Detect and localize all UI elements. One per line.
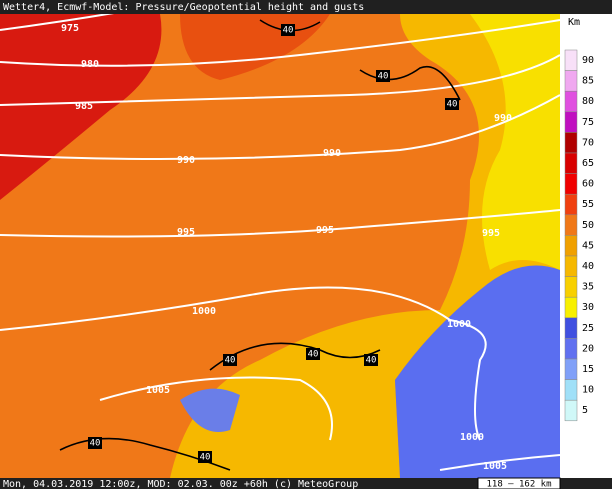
isobar-label: 995	[316, 225, 334, 236]
isobar-label: 1000	[192, 306, 216, 317]
gust-zone-high	[0, 14, 162, 200]
legend-swatch	[564, 132, 578, 154]
isobar	[0, 286, 487, 441]
legend-swatch	[564, 193, 578, 216]
contour-label: 40	[90, 439, 101, 449]
isobar-label: 975	[61, 23, 79, 34]
legend-swatch	[564, 70, 578, 92]
isobar-label: 990	[177, 155, 195, 166]
legend-swatch	[564, 111, 578, 133]
legend-label: 60	[582, 179, 594, 190]
legend-label: 85	[582, 76, 594, 87]
isobar-label: 1000	[447, 319, 471, 330]
legend-swatch	[564, 235, 578, 257]
legend-label: 75	[582, 117, 594, 128]
legend-swatch	[564, 338, 578, 360]
header-bar	[0, 0, 612, 14]
legend-label: 65	[582, 158, 594, 169]
isobar-label: 1005	[483, 461, 507, 472]
legend-unit: Km	[568, 17, 580, 28]
isobar-label: 980	[81, 59, 99, 70]
gust-zone-medium	[170, 14, 560, 478]
legend-swatch	[564, 90, 578, 113]
legend-swatch	[564, 152, 578, 174]
contour-label: 40	[308, 350, 319, 360]
contour-label: 40	[366, 356, 377, 366]
legend-label: 5	[582, 405, 588, 416]
isobar	[439, 454, 561, 471]
legend-label: 45	[582, 240, 594, 251]
legend-label: 90	[582, 55, 594, 66]
isobar	[0, 94, 561, 160]
legend-swatch	[564, 379, 578, 401]
scale-box	[477, 477, 561, 489]
isobar-label: 990	[494, 113, 512, 124]
gust-zone-low	[470, 14, 560, 270]
footer-text: Mon, 04.03.2019 12:00z, MOD: 02.03. 00z …	[3, 479, 358, 489]
legend-swatch	[564, 255, 578, 277]
contour-label-bg	[364, 354, 378, 366]
contour-label: 40	[200, 453, 211, 463]
legend-swatch	[564, 276, 578, 298]
isobar	[0, 19, 561, 67]
isobar-label: 1005	[146, 385, 170, 396]
legend-label: 55	[582, 199, 594, 210]
legend-swatch	[564, 214, 578, 236]
isobar-label: 1000	[460, 432, 484, 443]
legend-label: 10	[582, 385, 594, 396]
legend-label: 25	[582, 323, 594, 334]
isobar-label: 995	[482, 228, 500, 239]
isobar-label: 990	[323, 148, 341, 159]
legend-label: 30	[582, 302, 594, 313]
isobar	[0, 11, 121, 31]
contour-label: 40	[283, 26, 294, 36]
isobar	[0, 209, 561, 238]
contour-label: 40	[378, 72, 389, 82]
contour-label: 40	[447, 100, 458, 110]
legend-label: 40	[582, 261, 594, 272]
gust-zone-calm	[180, 388, 240, 432]
contour-label-bg	[281, 24, 295, 36]
legend-swatch	[564, 317, 578, 339]
contour-label-bg	[445, 98, 459, 110]
isobar-label: 995	[177, 227, 195, 238]
isobar-label: 985	[75, 101, 93, 112]
contour-label-bg	[88, 437, 102, 449]
legend-swatch	[564, 399, 578, 422]
isobar	[0, 54, 561, 106]
contour-label-bg	[306, 348, 320, 360]
legend-swatch	[564, 173, 578, 195]
isobar	[99, 376, 333, 441]
contour-label: 40	[225, 356, 236, 366]
legend-label: 20	[582, 343, 594, 354]
header-title: Wetter4, Ecmwf-Model: Pressure/Geopotent…	[3, 2, 364, 13]
contour-label-bg	[376, 70, 390, 82]
legend-label: 50	[582, 220, 594, 231]
contour-label-bg	[198, 451, 212, 463]
legend-label: 35	[582, 282, 594, 293]
footer-bar	[0, 478, 612, 489]
legend-swatch	[564, 358, 578, 380]
legend-label: 15	[582, 364, 594, 375]
legend-swatch	[564, 49, 578, 71]
legend-swatch	[564, 296, 578, 319]
legend-label: 80	[582, 96, 594, 107]
legend-label: 70	[582, 137, 594, 148]
scale-text: 118 – 162 km	[486, 480, 551, 489]
contour-label-bg	[223, 354, 237, 366]
